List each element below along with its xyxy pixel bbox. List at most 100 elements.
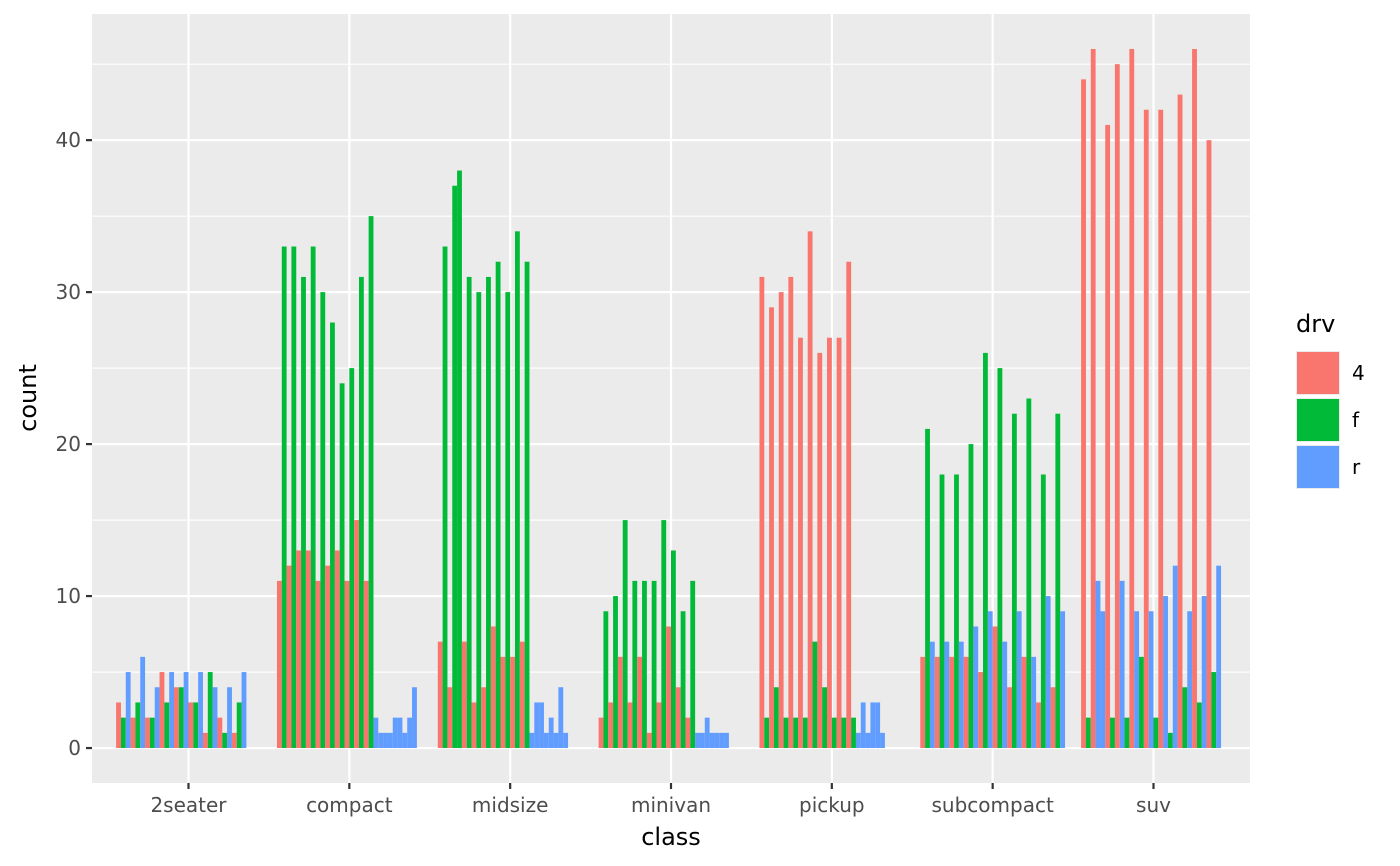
bar-subcompact-4 [1007, 687, 1012, 749]
bar-compact-4 [354, 520, 359, 749]
bar-pickup-f [831, 717, 837, 749]
bar-compact-r [402, 732, 408, 749]
bar-suv-f [1167, 732, 1173, 749]
bar-minivan-4 [646, 732, 652, 749]
legend-key-swatch [1297, 399, 1339, 441]
bar-pickup-f [822, 687, 828, 749]
x-axis: 2seater compact midsize minivan pickup subcom… [150, 783, 1171, 817]
bar-pickup-4 [827, 337, 832, 749]
bar-subcompact-f [1040, 474, 1046, 749]
bar-midsize-r [563, 732, 569, 749]
x-tick-label: pickup [799, 793, 865, 817]
y-tick-label: 40 [56, 128, 81, 152]
bar-pickup-f [812, 641, 818, 749]
bar-subcompact-f [997, 368, 1003, 749]
bar-midsize-4 [500, 656, 506, 749]
y-tick-label: 30 [56, 280, 81, 304]
bar-pickup-f [783, 717, 789, 749]
bar-2seater-f [207, 672, 213, 749]
bar-pickup-f [773, 687, 779, 749]
bar-minivan-r [699, 732, 705, 749]
bar-suv-f [1211, 672, 1217, 749]
bar-subcompact-4 [992, 626, 998, 749]
bar-suv-f [1085, 717, 1091, 749]
bar-subcompact-4 [1036, 702, 1041, 749]
bar-midsize-4 [447, 687, 453, 749]
bar-subcompact-4 [1021, 656, 1027, 749]
bar-compact-r [383, 732, 388, 749]
bar-minivan-4 [656, 702, 662, 749]
bar-minivan-f [690, 580, 696, 749]
bar-compact-f [349, 368, 355, 749]
bar-compact-r [387, 732, 393, 749]
bar-midsize-4 [519, 641, 525, 749]
bar-2seater-r [241, 672, 247, 749]
bar-midsize-r [534, 702, 540, 749]
bar-subcompact-4 [963, 656, 969, 749]
bar-subcompact-f [983, 352, 988, 749]
bar-compact-f [310, 246, 316, 749]
bar-subcompact-r [973, 626, 979, 749]
x-tick-label: compact [306, 793, 393, 817]
bar-midsize-4 [481, 687, 487, 749]
bar-midsize-f [505, 292, 511, 749]
bar-pickup-f [764, 717, 770, 749]
bar-midsize-r [553, 732, 559, 749]
bar-pickup-f [841, 717, 847, 749]
bar-minivan-r [714, 732, 720, 749]
bar-suv-r [1216, 565, 1222, 749]
bar-pickup-4 [769, 307, 774, 749]
bar-minivan-f [651, 580, 657, 749]
bar-pickup-4 [778, 292, 784, 749]
x-axis-title: class [641, 823, 701, 851]
bar-pickup-4 [759, 276, 765, 749]
legend: drv 4 fr [1296, 310, 1365, 489]
bar-compact-f [339, 383, 345, 749]
bar-minivan-r [695, 732, 700, 749]
bar-pickup-4 [836, 337, 842, 749]
bar-suv-r [1100, 611, 1106, 749]
y-tick-label: 20 [56, 432, 81, 456]
bar-pickup-4 [798, 337, 803, 749]
bar-midsize-f [466, 276, 472, 749]
bar-suv-4 [1192, 48, 1197, 749]
bar-subcompact-4 [920, 656, 926, 749]
bar-pickup-f [793, 717, 799, 749]
bar-2seater-r [140, 656, 146, 749]
bar-compact-r [407, 717, 413, 749]
bars [116, 48, 1222, 749]
bar-compact-4 [296, 550, 302, 749]
bar-minivan-4 [637, 656, 643, 749]
bar-2seater-4 [202, 732, 208, 749]
bar-compact-4 [325, 565, 331, 749]
bar-2seater-r [212, 687, 218, 749]
bar-2seater-f [193, 702, 199, 749]
bar-midsize-f [452, 185, 458, 749]
bar-compact-4 [344, 580, 350, 749]
bar-pickup-r [860, 702, 866, 749]
bar-midsize-f [486, 276, 491, 749]
bar-suv-4 [1143, 109, 1149, 749]
legend-label: r [1352, 455, 1361, 479]
bar-subcompact-r [987, 611, 993, 749]
bar-compact-f [368, 216, 374, 749]
bar-suv-4 [1114, 64, 1120, 749]
bar-suv-4 [1206, 140, 1212, 749]
bar-2seater-4 [188, 702, 194, 749]
bar-2seater-r [169, 672, 175, 749]
bar-suv-r [1119, 580, 1125, 749]
bar-compact-4 [276, 580, 282, 749]
bar-2seater-f [135, 702, 141, 749]
bar-compact-f [358, 276, 364, 749]
bar-2seater-f [120, 717, 126, 749]
bar-compact-4 [334, 550, 340, 749]
bar-minivan-f [613, 596, 618, 749]
bar-compact-r [373, 717, 379, 749]
x-tick-label: subcompact [932, 793, 1054, 817]
bar-minivan-4 [598, 717, 604, 749]
bar-2seater-f [164, 702, 170, 749]
bar-2seater-r [125, 672, 131, 749]
bar-2seater-f [149, 717, 155, 749]
bar-midsize-4 [471, 702, 477, 749]
bar-compact-f [330, 322, 335, 749]
